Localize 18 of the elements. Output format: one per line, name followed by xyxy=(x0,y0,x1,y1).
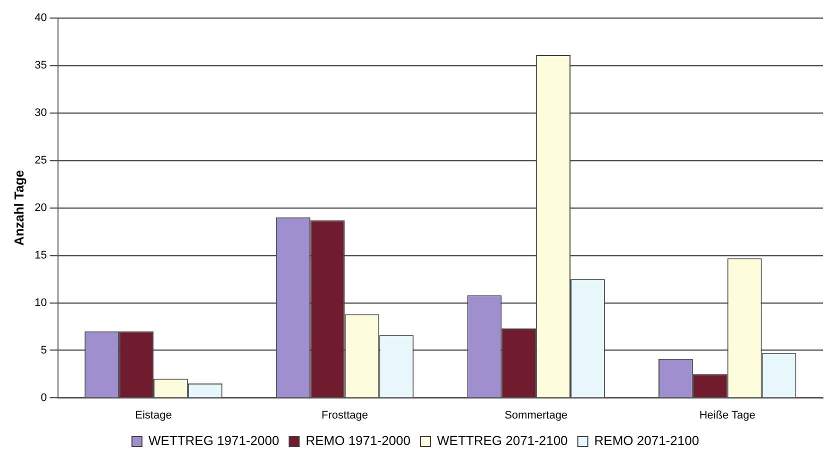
y-tick-label: 40 xyxy=(34,12,47,24)
legend-label: REMO 1971-2000 xyxy=(306,433,410,448)
y-tick-label: 35 xyxy=(34,60,47,72)
y-axis-title: Anzahl Tage xyxy=(11,170,26,246)
x-tick-label: Frosttage xyxy=(322,409,368,422)
y-tick-label: 5 xyxy=(40,344,47,356)
y-tick-label: 15 xyxy=(34,249,47,262)
y-tick-label: 0 xyxy=(40,392,47,404)
x-tick-label: Eistage xyxy=(135,409,172,422)
legend-label: REMO 2071-2100 xyxy=(594,433,700,448)
x-tick-label: Heiße Tage xyxy=(699,409,756,422)
y-tick-label: 25 xyxy=(34,154,47,166)
y-tick-label: 30 xyxy=(34,106,47,119)
legend-label: WETTREG 2071-2100 xyxy=(437,433,568,448)
y-tick-label: 10 xyxy=(34,296,47,309)
y-tick-label: 20 xyxy=(34,202,47,214)
legend-label: WETTREG 1971-2000 xyxy=(148,433,280,448)
x-tick-label: Sommertage xyxy=(504,409,568,422)
